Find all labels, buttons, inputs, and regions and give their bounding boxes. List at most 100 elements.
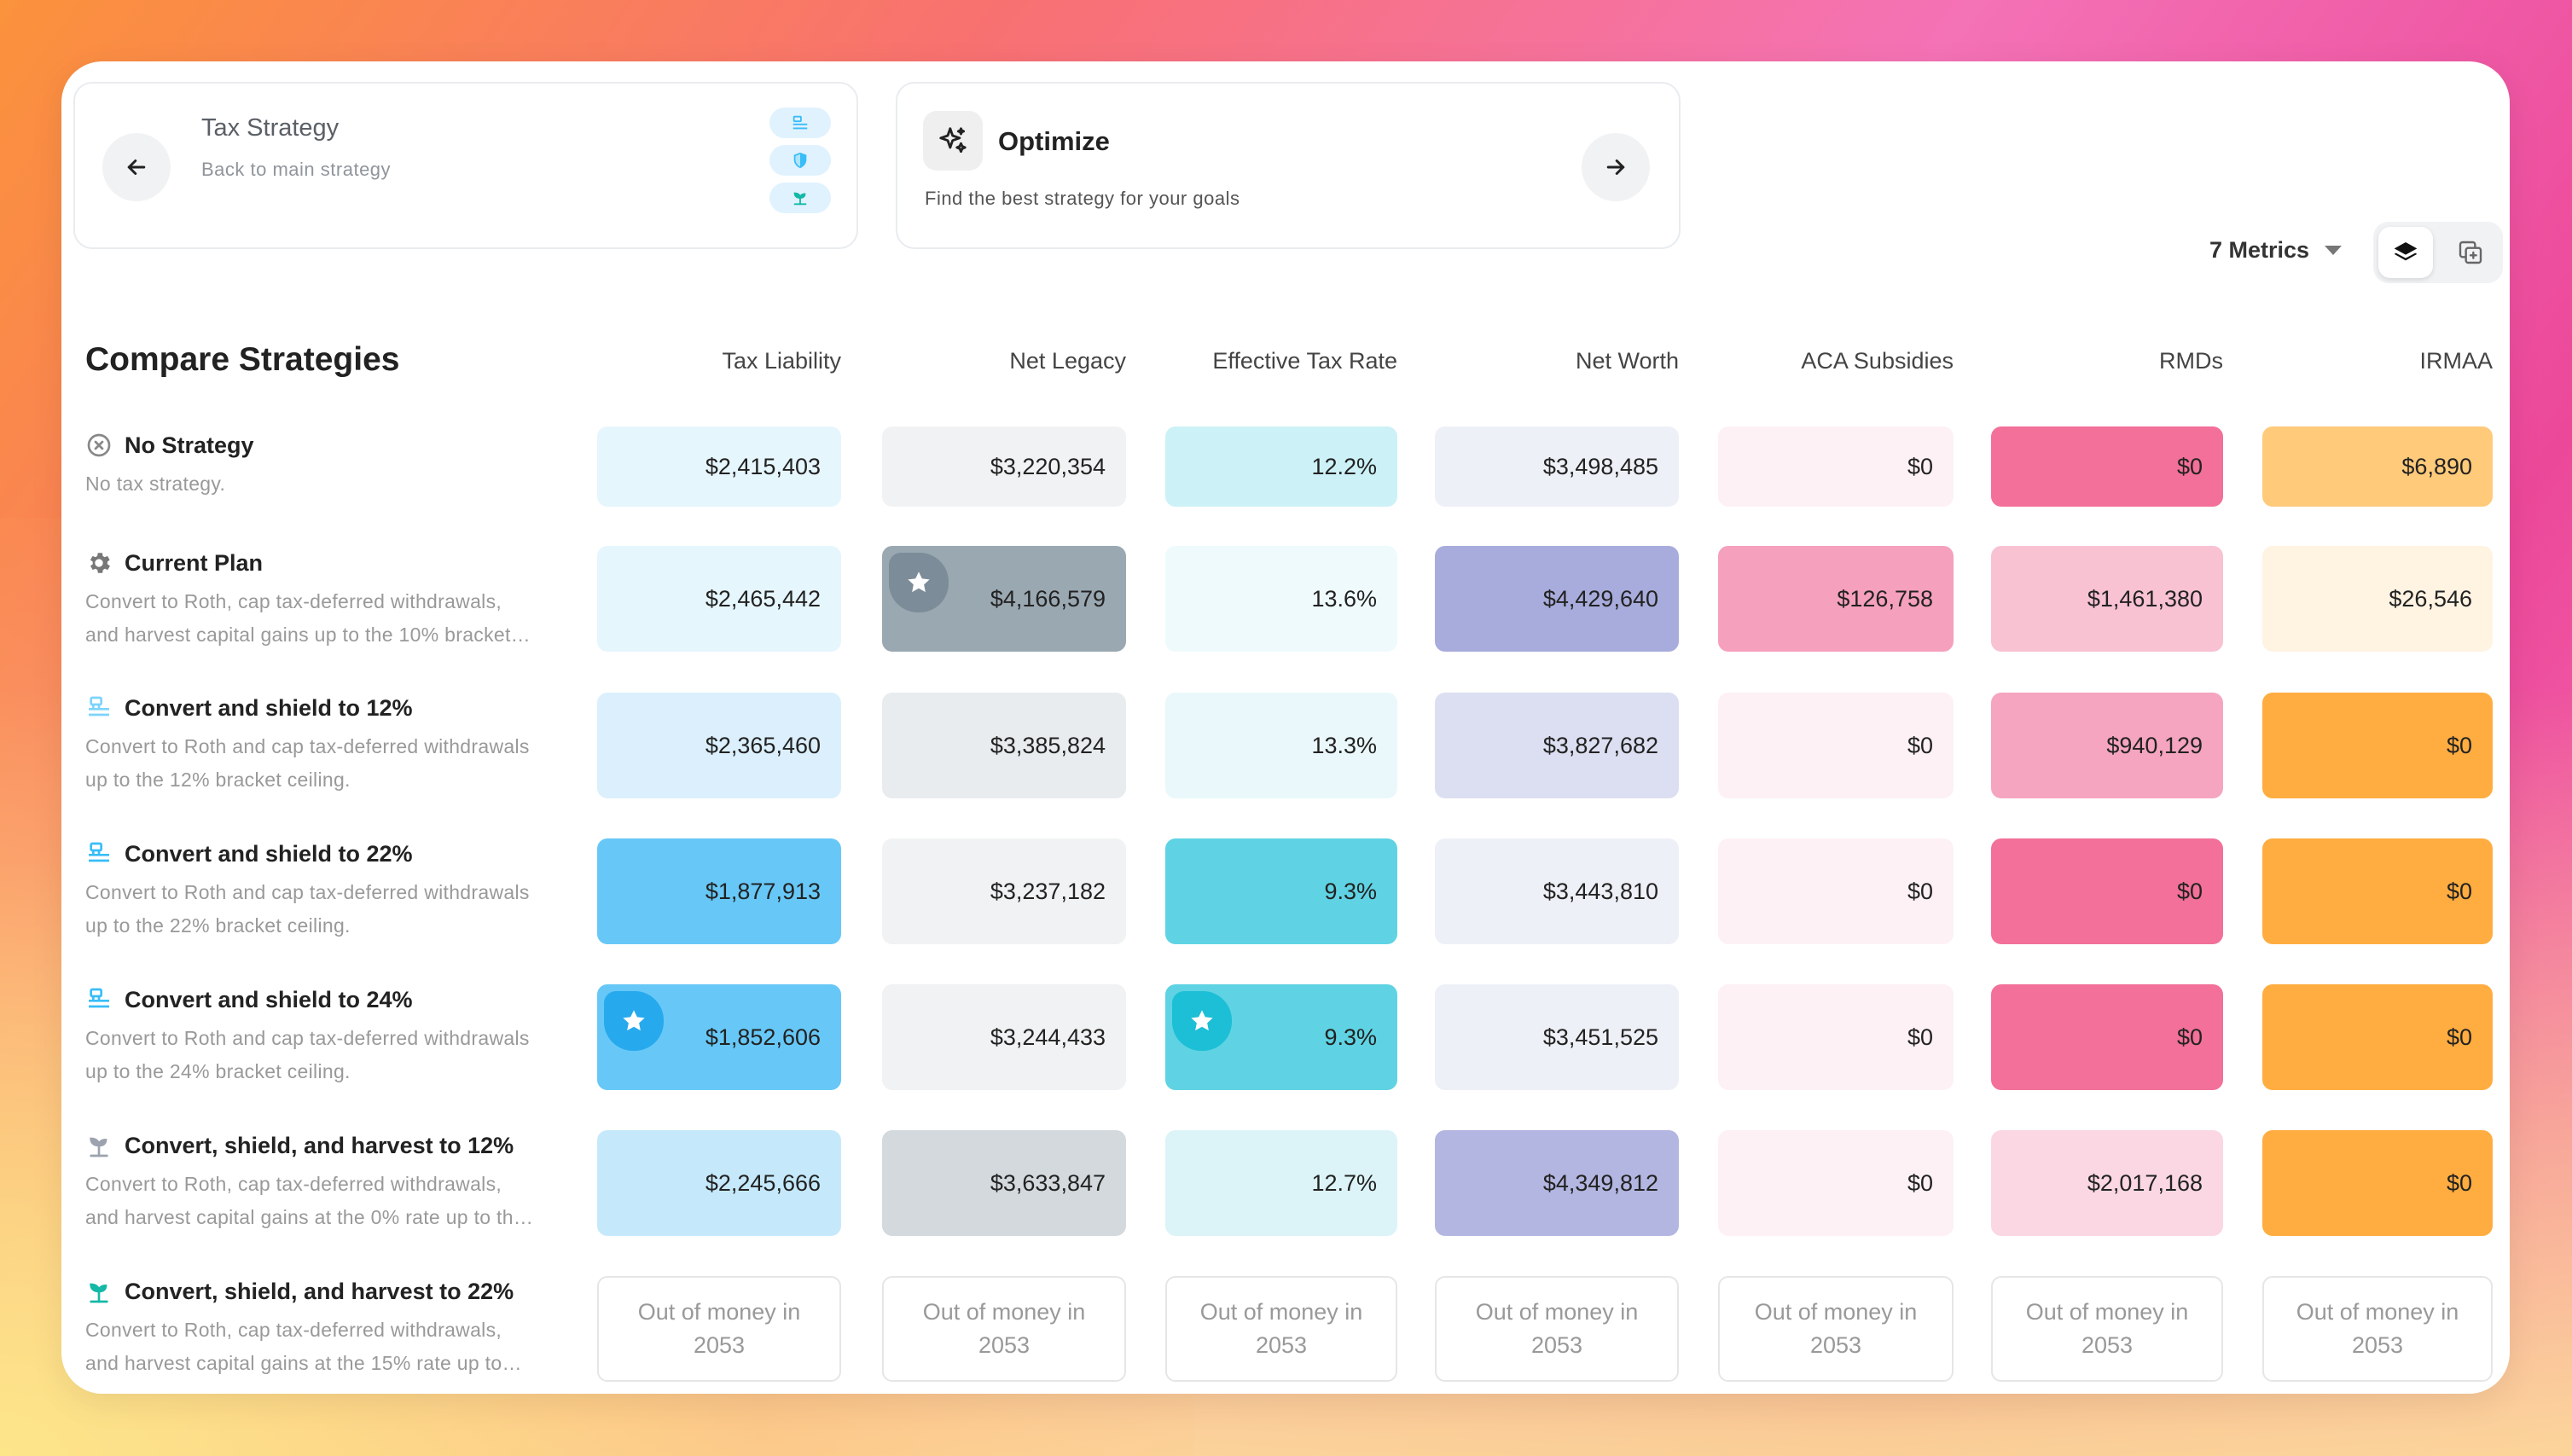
metric-cell[interactable]: $0 — [1991, 426, 2223, 507]
metric-cell-out-of-money[interactable]: Out of money in 2053 — [1435, 1276, 1679, 1382]
strategy-name: Convert and shield to 22% — [85, 840, 580, 867]
metric-cell-out-of-money[interactable]: Out of money in 2053 — [882, 1276, 1126, 1382]
strategy-row-label[interactable]: Convert and shield to 12% Convert to Roth… — [85, 694, 580, 797]
sparkles-icon — [939, 127, 967, 154]
metric-value: $3,451,525 — [1542, 1024, 1658, 1050]
strategy-row-label[interactable]: Convert and shield to 22% Convert to Roth… — [85, 840, 580, 943]
compare-view-button[interactable] — [2443, 227, 2498, 278]
strategy-name-text: Convert and shield to 12% — [125, 694, 413, 721]
pill-shield — [769, 145, 831, 176]
back-to-strategy-card[interactable]: Tax Strategy Back to main strategy — [73, 82, 858, 249]
column-header-tax-liability[interactable]: Tax Liability — [722, 348, 841, 374]
column-header-irmaa[interactable]: IRMAA — [2419, 348, 2493, 374]
column-header-rmds[interactable]: RMDs — [2159, 348, 2223, 374]
metric-cell[interactable]: $126,758 — [1718, 546, 1954, 652]
metric-cell[interactable]: $2,365,460 — [597, 693, 841, 798]
strategy-name: No Strategy — [85, 432, 580, 459]
metric-cell[interactable]: $0 — [1718, 984, 1954, 1090]
column-header-net-worth[interactable]: Net Worth — [1575, 348, 1679, 374]
metric-cell[interactable]: $0 — [1991, 838, 2223, 944]
metric-cell[interactable]: $1,852,606 — [597, 984, 841, 1090]
strategy-row-label[interactable]: Convert and shield to 24% Convert to Roth… — [85, 986, 580, 1088]
metric-cell[interactable]: $2,245,666 — [597, 1130, 841, 1236]
out-of-money-line: Out of money in — [1199, 1299, 1363, 1325]
metric-cell[interactable]: 12.2% — [1165, 426, 1397, 507]
metric-cell[interactable]: $3,237,182 — [882, 838, 1126, 944]
layers-view-button[interactable] — [2378, 227, 2433, 278]
out-of-money-text: Out of money in 2053 — [1476, 1296, 1639, 1362]
metric-cell[interactable]: $0 — [2262, 693, 2493, 798]
strategy-name-text: Convert, shield, and harvest to 12% — [125, 1132, 514, 1158]
metric-cell-out-of-money[interactable]: Out of money in 2053 — [1991, 1276, 2223, 1382]
app-window: Tax Strategy Back to main strategy Optim… — [61, 61, 2510, 1394]
metric-cell[interactable]: 12.7% — [1165, 1130, 1397, 1236]
metric-cell[interactable]: $4,349,812 — [1435, 1130, 1679, 1236]
optimize-go-button[interactable] — [1582, 133, 1650, 201]
metric-cell-out-of-money[interactable]: Out of money in 2053 — [1165, 1276, 1397, 1382]
metric-cell[interactable]: $2,465,442 — [597, 546, 841, 652]
metric-cell[interactable]: $3,827,682 — [1435, 693, 1679, 798]
metric-cell[interactable]: $1,461,380 — [1991, 546, 2223, 652]
metric-cell[interactable]: $0 — [2262, 984, 2493, 1090]
metric-cell[interactable]: $3,220,354 — [882, 426, 1126, 507]
column-header-aca-subsidies[interactable]: ACA Subsidies — [1801, 348, 1954, 374]
strategy-row-label[interactable]: No Strategy No tax strategy. — [85, 432, 580, 501]
metric-value: $126,758 — [1837, 585, 1933, 612]
strategy-description-line: up to the 24% bracket ceiling. — [85, 1060, 351, 1082]
metric-cell[interactable]: $0 — [1718, 838, 1954, 944]
strategy-description-line: Convert to Roth and cap tax-deferred wit… — [85, 735, 530, 757]
metric-cell[interactable]: $3,498,485 — [1435, 426, 1679, 507]
metric-cell[interactable]: $1,877,913 — [597, 838, 841, 944]
back-button[interactable] — [102, 133, 171, 201]
strategy-row-label[interactable]: Current Plan Convert to Roth, cap tax-def… — [85, 549, 580, 652]
metric-cell[interactable]: 9.3% — [1165, 984, 1397, 1090]
metric-cell[interactable]: $4,166,579 — [882, 546, 1126, 652]
metric-cell[interactable]: $3,633,847 — [882, 1130, 1126, 1236]
metric-cell[interactable]: $26,546 — [2262, 546, 2493, 652]
column-header-net-legacy[interactable]: Net Legacy — [1009, 348, 1126, 374]
metric-value: $0 — [1907, 1169, 1933, 1196]
star-icon — [623, 1010, 645, 1031]
strategy-description-line: and harvest capital gains at the 15% rat… — [85, 1352, 522, 1374]
metric-value: $3,220,354 — [990, 453, 1106, 479]
metric-cell[interactable]: $0 — [1991, 984, 2223, 1090]
optimize-card[interactable]: Optimize Find the best strategy for your… — [896, 82, 1681, 249]
best-value-badge — [604, 991, 664, 1051]
out-of-money-line: 2053 — [2351, 1332, 2404, 1358]
out-of-money-line: Out of money in — [1754, 1299, 1918, 1325]
out-of-money-line: 2053 — [978, 1332, 1031, 1358]
metric-cell-out-of-money[interactable]: Out of money in 2053 — [2262, 1276, 2493, 1382]
metric-cell[interactable]: $0 — [2262, 1130, 2493, 1236]
metric-value: 12.2% — [1311, 453, 1377, 479]
strategy-description-line: and harvest capital gains at the 0% rate… — [85, 1206, 534, 1228]
metric-cell[interactable]: $0 — [1718, 693, 1954, 798]
metric-cell[interactable]: $3,443,810 — [1435, 838, 1679, 944]
metric-cell-out-of-money[interactable]: Out of money in 2053 — [597, 1276, 841, 1382]
strategy-description: Convert to Roth, cap tax-deferred withdr… — [85, 585, 563, 652]
metric-cell[interactable]: $0 — [1718, 426, 1954, 507]
out-of-money-line: 2053 — [2081, 1332, 2134, 1358]
metric-cell[interactable]: $4,429,640 — [1435, 546, 1679, 652]
strategy-row-label[interactable]: Convert, shield, and harvest to 12% Conve… — [85, 1132, 580, 1234]
back-card-title: Tax Strategy — [201, 114, 340, 142]
metrics-dropdown[interactable]: 7 Metrics — [2209, 237, 2343, 264]
metric-value: 9.3% — [1324, 878, 1377, 904]
metric-cell[interactable]: $940,129 — [1991, 693, 2223, 798]
metric-value: $3,633,847 — [990, 1169, 1106, 1196]
metric-cell[interactable]: $2,017,168 — [1991, 1130, 2223, 1236]
metric-cell-out-of-money[interactable]: Out of money in 2053 — [1718, 1276, 1954, 1382]
metric-cell[interactable]: $3,451,525 — [1435, 984, 1679, 1090]
metric-cell[interactable]: $3,385,824 — [882, 693, 1126, 798]
metric-cell[interactable]: $2,415,403 — [597, 426, 841, 507]
strategy-row-label[interactable]: Convert, shield, and harvest to 22% Conve… — [85, 1278, 580, 1380]
metric-cell[interactable]: $0 — [1718, 1130, 1954, 1236]
metric-cell[interactable]: $6,890 — [2262, 426, 2493, 507]
metric-value: $3,498,485 — [1542, 453, 1658, 479]
column-header-effective-tax-rate[interactable]: Effective Tax Rate — [1212, 348, 1397, 374]
metric-cell[interactable]: $3,244,433 — [882, 984, 1126, 1090]
metric-cell[interactable]: $0 — [2262, 838, 2493, 944]
metric-cell[interactable]: 9.3% — [1165, 838, 1397, 944]
metric-cell[interactable]: 13.6% — [1165, 546, 1397, 652]
metric-cell[interactable]: 13.3% — [1165, 693, 1397, 798]
metric-value: $3,827,682 — [1542, 732, 1658, 758]
